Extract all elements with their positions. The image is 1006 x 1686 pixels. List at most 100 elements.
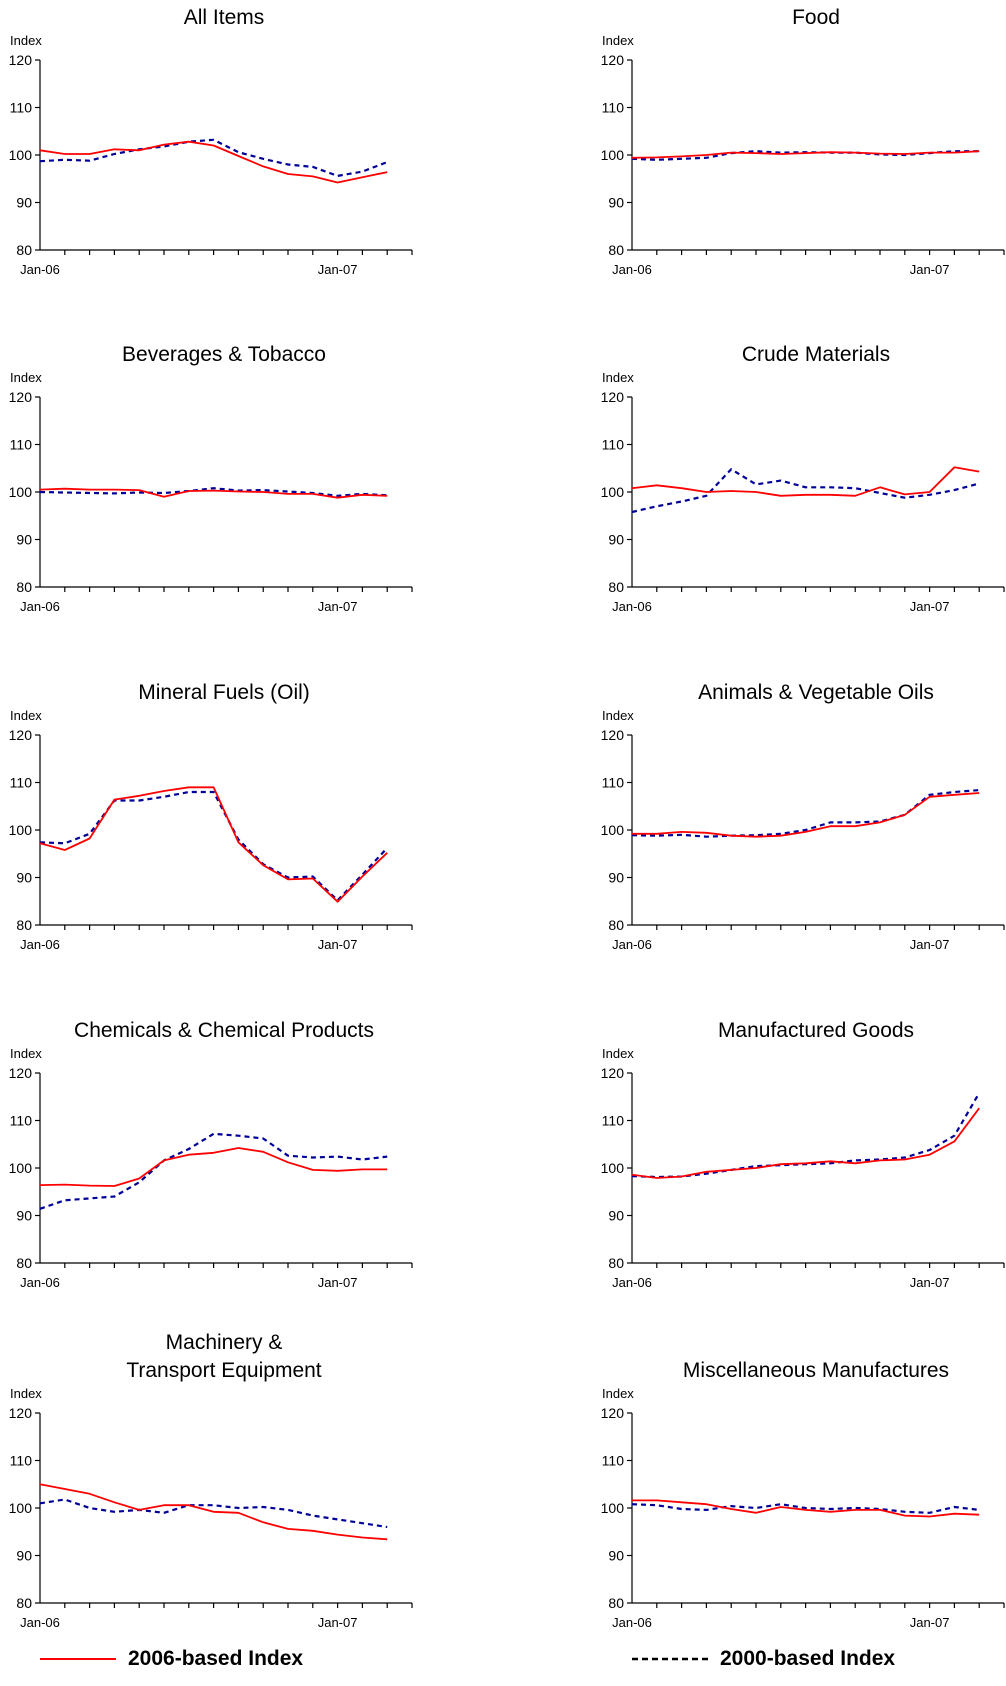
chart-panel: Food Index 80 90 100 110 120 Jan-06 Jan-07	[601, 6, 1005, 277]
chart-title: Beverages & Tobacco	[122, 343, 326, 366]
x-tick-label: Jan-06	[612, 937, 652, 952]
chart-panel: All Items Index 80 90 100 110 120 Jan-06 Jan-07	[9, 6, 413, 277]
y-tick-label: 90	[16, 1208, 32, 1224]
y-axis-label: Index	[602, 1386, 634, 1401]
y-tick-label: 90	[16, 195, 32, 211]
series-line-2000	[39, 487, 388, 497]
x-tick-label: Jan-06	[20, 599, 60, 614]
y-tick-label: 110	[10, 1453, 33, 1469]
y-tick-label: 100	[9, 1500, 33, 1516]
legend-label-2006: 2006-based Index	[128, 1647, 304, 1670]
y-tick-label: 80	[16, 579, 32, 595]
y-tick-label: 80	[16, 1595, 32, 1611]
legend-item-2006: 2006-based Index	[40, 1644, 303, 1674]
y-tick-label: 120	[601, 389, 625, 405]
chart-title: Mineral Fuels (Oil)	[138, 681, 310, 704]
legend-item-2000: 2000-based Index	[632, 1644, 895, 1674]
x-tick-label: Jan-06	[612, 1275, 652, 1290]
y-tick-label: 120	[9, 727, 33, 743]
x-tick-label: Jan-07	[910, 599, 950, 614]
chart-title: Miscellaneous Manufactures	[683, 1359, 949, 1382]
y-tick-label: 80	[16, 917, 32, 933]
chart-panel: Miscellaneous Manufactures Index 80 90 100 11…	[601, 1359, 1005, 1630]
y-tick-label: 100	[9, 1160, 33, 1176]
y-axis-label: Index	[602, 1046, 634, 1061]
y-axis-label: Index	[10, 1046, 42, 1061]
y-tick-label: 90	[608, 870, 624, 886]
x-tick-label: Jan-06	[612, 1615, 652, 1630]
x-tick-label: Jan-06	[20, 1275, 60, 1290]
y-tick-label: 110	[602, 775, 625, 791]
x-tick-label: Jan-07	[318, 262, 358, 277]
series-line-2000	[631, 1503, 980, 1514]
legend-swatch-2000	[632, 1657, 708, 1661]
y-tick-label: 80	[16, 242, 32, 258]
series-line-2006	[632, 792, 980, 838]
x-tick-label: Jan-07	[910, 1615, 950, 1630]
series-line-2000	[39, 138, 388, 177]
y-axis-label: Index	[10, 708, 42, 723]
series-line-2006	[39, 487, 388, 499]
y-tick-label: 100	[601, 484, 625, 500]
chart-panel: Chemicals & Chemical Products Index 80 90 10…	[9, 1019, 413, 1290]
y-axis-label: Index	[602, 33, 634, 48]
series-line-2000	[39, 790, 389, 902]
y-tick-label: 80	[608, 1255, 624, 1271]
x-tick-label: Jan-06	[612, 599, 652, 614]
x-tick-label: Jan-07	[318, 1275, 358, 1290]
y-tick-label: 100	[9, 822, 33, 838]
y-tick-label: 110	[602, 437, 625, 453]
y-tick-label: 100	[9, 484, 33, 500]
x-tick-label: Jan-06	[20, 937, 60, 952]
x-tick-label: Jan-07	[910, 262, 950, 277]
y-tick-label: 100	[601, 1160, 625, 1176]
y-tick-label: 120	[601, 52, 625, 68]
series-line-2006	[631, 150, 980, 159]
y-tick-label: 120	[601, 1405, 625, 1421]
chart-title: Transport Equipment	[126, 1359, 321, 1382]
series-line-2006	[631, 1107, 980, 1179]
series-line-2006	[632, 1499, 980, 1518]
series-line-2006	[39, 1147, 388, 1187]
y-axis-label: Index	[10, 33, 42, 48]
y-tick-label: 110	[10, 775, 33, 791]
y-tick-label: 80	[608, 242, 624, 258]
y-tick-label: 110	[602, 1453, 625, 1469]
chart-title: Food	[792, 6, 840, 29]
chart-title: Animals & Vegetable Oils	[698, 681, 934, 704]
y-tick-label: 100	[601, 1500, 625, 1516]
chart-panel: Crude Materials Index 80 90 100 110 120 Jan-06 J…	[601, 343, 1005, 614]
y-tick-label: 120	[9, 1065, 33, 1081]
y-tick-label: 100	[601, 147, 625, 163]
chart-panel: Mineral Fuels (Oil) Index 80 90 100 110 120 Jan…	[9, 681, 413, 952]
chart-title: Machinery &	[166, 1331, 283, 1354]
x-tick-label: Jan-07	[910, 937, 950, 952]
series-line-2000	[631, 468, 980, 514]
series-line-2006	[39, 140, 388, 184]
chart-panel: Animals & Vegetable Oils Index 80 90 100 110 1…	[601, 681, 1005, 952]
y-tick-label: 90	[608, 195, 624, 211]
y-tick-label: 120	[9, 1405, 33, 1421]
y-axis-label: Index	[10, 370, 42, 385]
y-tick-label: 90	[608, 1208, 624, 1224]
y-axis-label: Index	[10, 1386, 42, 1401]
x-tick-label: Jan-06	[612, 262, 652, 277]
y-tick-label: 110	[10, 1113, 33, 1129]
chart-panel: Beverages & Tobacco Index 80 90 100 110 120 Jan…	[9, 343, 413, 614]
x-tick-label: Jan-07	[318, 937, 358, 952]
series-line-2006	[39, 1483, 388, 1541]
y-tick-label: 110	[602, 100, 625, 116]
chart-title: All Items	[184, 6, 265, 29]
y-tick-label: 100	[9, 147, 33, 163]
y-tick-label: 90	[608, 532, 624, 548]
y-tick-label: 90	[16, 1548, 32, 1564]
series-line-2000	[631, 789, 980, 838]
series-line-2000	[39, 1498, 388, 1529]
chart-title: Crude Materials	[742, 343, 890, 366]
x-tick-label: Jan-07	[910, 1275, 950, 1290]
y-tick-label: 90	[16, 532, 32, 548]
y-tick-label: 80	[608, 579, 624, 595]
y-tick-label: 110	[10, 437, 33, 453]
series-line-2000	[631, 1092, 981, 1179]
